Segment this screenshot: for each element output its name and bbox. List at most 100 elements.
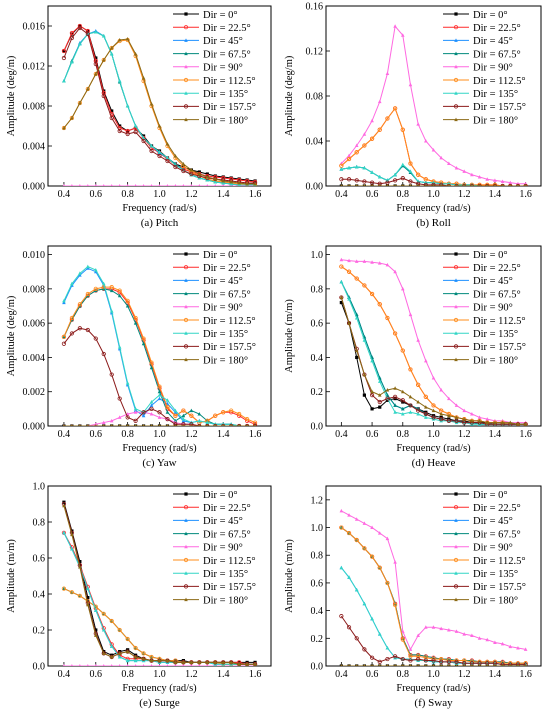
legend-label: Dir = 180° <box>203 115 248 126</box>
data-point <box>369 291 375 297</box>
data-point <box>237 411 242 417</box>
legend: Dir = 0° Dir = 22.5° Dir = 45° Dir = 67.5° D… <box>443 490 526 606</box>
x-tick-label: 0.6 <box>90 669 103 680</box>
panel-caption: (d) Heave <box>412 457 456 469</box>
data-point <box>355 664 358 666</box>
data-point <box>354 587 359 592</box>
data-point <box>142 424 145 426</box>
y-axis-label: Amplitude (deg/m) <box>284 55 295 136</box>
data-point <box>78 184 81 186</box>
x-axis-label: Frequency (rad/s) <box>122 683 197 694</box>
data-point <box>408 658 413 663</box>
y-tick-label: 0.04 <box>306 137 324 148</box>
x-tick-label: 1.6 <box>519 189 532 200</box>
data-point <box>393 654 398 659</box>
legend-swatch-marker <box>454 304 458 309</box>
y-tick-label: 0.012 <box>23 62 46 73</box>
data-point <box>416 122 420 126</box>
legend-label: Dir = 67.5° <box>473 49 521 60</box>
data-point <box>254 424 257 426</box>
data-point <box>70 281 74 286</box>
data-point <box>377 565 382 570</box>
legend-label: Dir = 22.5° <box>473 263 521 274</box>
data-point <box>78 101 82 105</box>
legend-label: Dir = 67.5° <box>473 289 521 300</box>
data-point <box>486 184 489 186</box>
x-tick-label: 1.0 <box>153 669 166 680</box>
data-point <box>347 575 351 579</box>
data-point <box>141 136 146 140</box>
data-point <box>339 280 344 284</box>
x-tick-label: 1.0 <box>427 429 440 440</box>
data-point <box>93 30 98 34</box>
data-point <box>125 304 130 308</box>
data-point <box>339 167 344 171</box>
legend-swatch-marker <box>454 597 458 602</box>
data-point <box>417 184 420 186</box>
data-point <box>150 424 153 426</box>
data-point <box>118 664 121 666</box>
series-line-5 <box>63 286 256 424</box>
data-point <box>133 645 138 651</box>
y-tick-label: 0.00 <box>306 182 324 193</box>
y-tick-label: 0.4 <box>311 606 324 617</box>
data-point <box>416 408 421 413</box>
data-point <box>386 664 389 666</box>
data-point <box>61 334 67 339</box>
y-tick-label: 0.6 <box>311 578 324 589</box>
data-point <box>401 664 404 666</box>
legend-swatch-marker <box>183 344 189 349</box>
legend-label: Dir = 45° <box>473 276 513 287</box>
data-point <box>509 184 512 186</box>
data-point <box>516 646 520 650</box>
series-group <box>339 257 528 426</box>
x-tick-label: 0.8 <box>121 429 134 440</box>
series-group <box>339 508 528 666</box>
data-point <box>340 664 343 666</box>
data-point <box>493 184 496 186</box>
legend-swatch-marker <box>454 357 458 362</box>
legend-label: Dir = 67.5° <box>203 49 251 60</box>
data-point <box>238 424 241 426</box>
data-point <box>377 302 382 307</box>
data-point <box>393 410 397 414</box>
data-point <box>440 184 443 186</box>
data-point <box>354 316 359 320</box>
data-point <box>370 525 374 530</box>
data-point <box>339 295 344 299</box>
data-point <box>110 109 114 113</box>
panel-caption: (c) Yaw <box>142 457 176 469</box>
data-point <box>62 424 65 426</box>
data-point <box>416 338 420 342</box>
data-point <box>408 161 413 166</box>
legend-swatch-marker <box>183 25 189 30</box>
legend-swatch-marker <box>184 304 188 309</box>
data-point <box>346 269 352 274</box>
legend-swatch-marker <box>454 544 458 549</box>
data-point <box>409 184 412 186</box>
legend-swatch-marker <box>183 557 189 563</box>
data-point <box>408 179 413 184</box>
x-tick-label: 1.2 <box>458 189 471 200</box>
data-point <box>165 658 170 663</box>
data-point <box>455 184 458 186</box>
data-point <box>165 158 170 164</box>
y-tick-label: 1.0 <box>311 250 324 261</box>
x-tick-label: 1.0 <box>153 189 166 200</box>
data-point <box>70 116 74 120</box>
legend-label: Dir = 157.5° <box>473 342 526 353</box>
data-point <box>462 420 467 425</box>
data-point <box>245 417 250 422</box>
data-point <box>149 400 154 404</box>
data-point <box>62 79 66 83</box>
data-point <box>141 336 146 341</box>
data-point <box>362 601 367 606</box>
x-tick-label: 1.6 <box>519 669 532 680</box>
x-tick-label: 0.8 <box>121 189 134 200</box>
legend-label: Dir = 157.5° <box>473 102 526 113</box>
data-point <box>77 326 82 331</box>
data-point <box>93 72 98 76</box>
legend-swatch-marker <box>453 25 459 30</box>
legend-label: Dir = 112.5° <box>473 76 526 87</box>
data-point <box>86 424 89 426</box>
